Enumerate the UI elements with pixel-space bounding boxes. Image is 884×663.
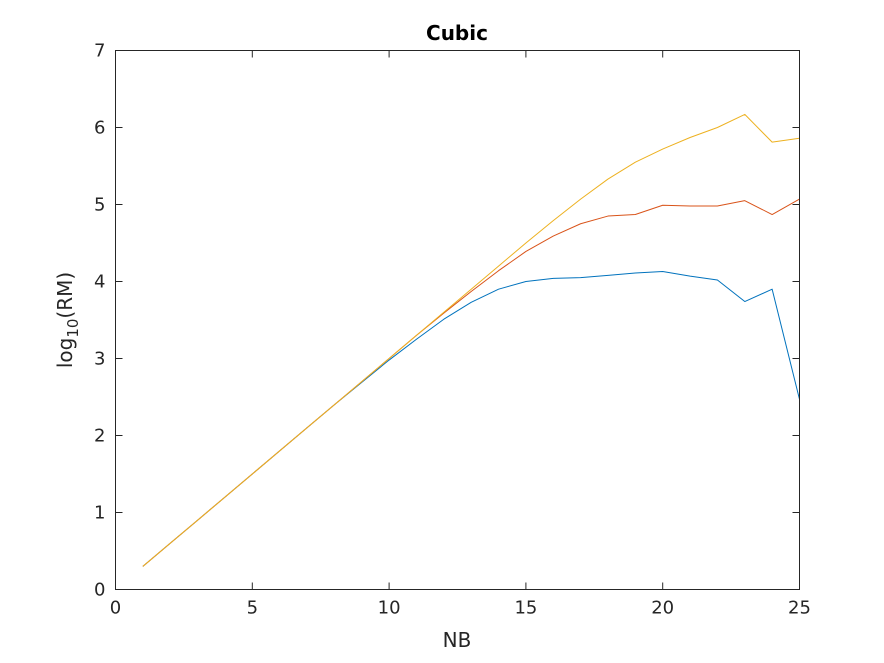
y-axis-label-main: log [53, 338, 77, 369]
x-ticks: 0 5 10 15 20 25 [110, 50, 811, 619]
y-tick-label: 6 [94, 118, 105, 139]
y-tick-label: 0 [94, 580, 105, 601]
y-tick-label: 1 [94, 503, 105, 524]
y-tick-label: 7 [94, 41, 105, 62]
plot-area [115, 50, 799, 590]
x-tick-label: 25 [788, 598, 811, 619]
y-tick-label: 2 [94, 426, 105, 447]
x-tick-label: 10 [378, 598, 401, 619]
x-tick-label: 15 [514, 598, 537, 619]
x-axis-label: NB [443, 628, 472, 652]
y-tick-label: 3 [94, 349, 105, 370]
series-line-3 [142, 113, 800, 567]
chart-title: Cubic [426, 21, 488, 45]
y-axis-label-rest: (RM) [53, 272, 77, 319]
axes-box [115, 50, 800, 590]
y-tick-label: 4 [94, 272, 105, 293]
y-ticks: 0 1 2 3 4 5 6 7 [94, 41, 800, 601]
y-axis-label: log10(RM) [53, 272, 82, 368]
x-tick-label: 0 [110, 598, 121, 619]
y-tick-label: 5 [94, 195, 105, 216]
x-tick-label: 5 [247, 598, 258, 619]
series-layer [142, 113, 800, 567]
x-tick-label: 20 [651, 598, 674, 619]
axes-layer [115, 50, 800, 590]
y-axis-label-subscript: 10 [64, 319, 82, 338]
